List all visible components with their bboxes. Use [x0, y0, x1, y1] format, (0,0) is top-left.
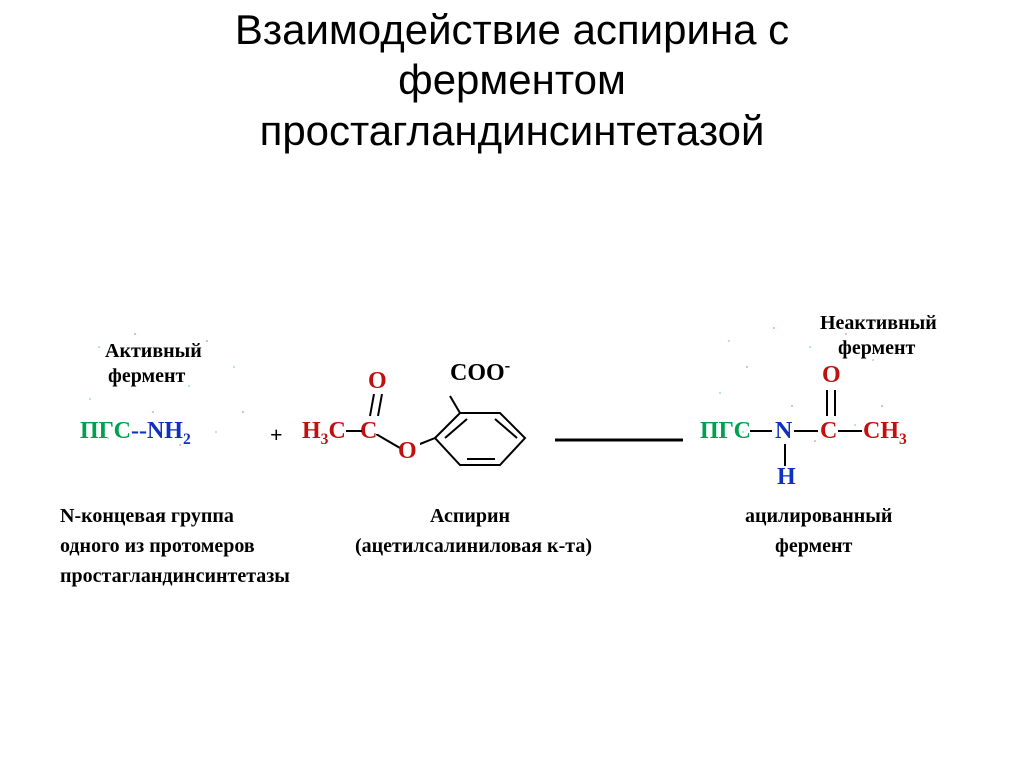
acylated-label-1: ацилированный — [745, 505, 892, 528]
active-enzyme-label-1: Активный — [105, 340, 202, 363]
h3c-label: H3C — [302, 418, 346, 449]
inactive-enzyme-label-1: Неактивный — [820, 312, 937, 335]
n-terminal-label-1: N-концевая группа — [60, 505, 234, 528]
product-ch3: CH3 — [863, 418, 907, 449]
product-structure: ПГС N H C O CH3 — [700, 370, 1000, 510]
acetyl-group-left: O H3C C O — [310, 380, 430, 470]
reaction-diagram: Активный фермент ПГС--NH2 + O H3C C O — [0, 330, 1024, 750]
page-title: Взаимодействие аспирина с ферментом прос… — [0, 0, 1024, 156]
product-o: O — [822, 362, 841, 389]
title-line-3: простагландинсинтетазой — [260, 107, 765, 154]
n-terminal-label-3: простагландинсинтетазы — [60, 565, 290, 588]
benzene-ring — [420, 388, 540, 498]
n-terminal-label-2: одного из протомеров — [60, 535, 255, 558]
nh-sub: 2 — [183, 431, 191, 448]
pgs-text: ПГС — [80, 418, 131, 444]
reaction-arrow — [555, 436, 685, 444]
product-c: C — [820, 418, 837, 445]
aspirin-label-2: (ацетилсалиниловая к-та) — [355, 535, 592, 558]
acylated-label-2: фермент — [775, 535, 852, 558]
active-enzyme-label-2: фермент — [108, 365, 185, 388]
amide-h: H — [777, 464, 796, 491]
acetyl-o: O — [368, 368, 387, 395]
ester-o: O — [398, 438, 417, 465]
nh-text: NH — [147, 418, 183, 444]
coo-minus: COO- — [450, 356, 510, 387]
pgs-left: ПГС--NH2 — [80, 418, 191, 449]
acetyl-c: C — [360, 418, 377, 445]
amide-n: N — [775, 418, 792, 445]
pgs-right: ПГС — [700, 418, 751, 445]
aspirin-label-1: Аспирин — [430, 505, 510, 528]
title-line-1: Взаимодействие аспирина с — [235, 6, 789, 53]
inactive-enzyme-label-2: фермент — [838, 337, 915, 360]
title-line-2: ферментом — [398, 56, 626, 103]
plus-sign: + — [270, 422, 283, 448]
